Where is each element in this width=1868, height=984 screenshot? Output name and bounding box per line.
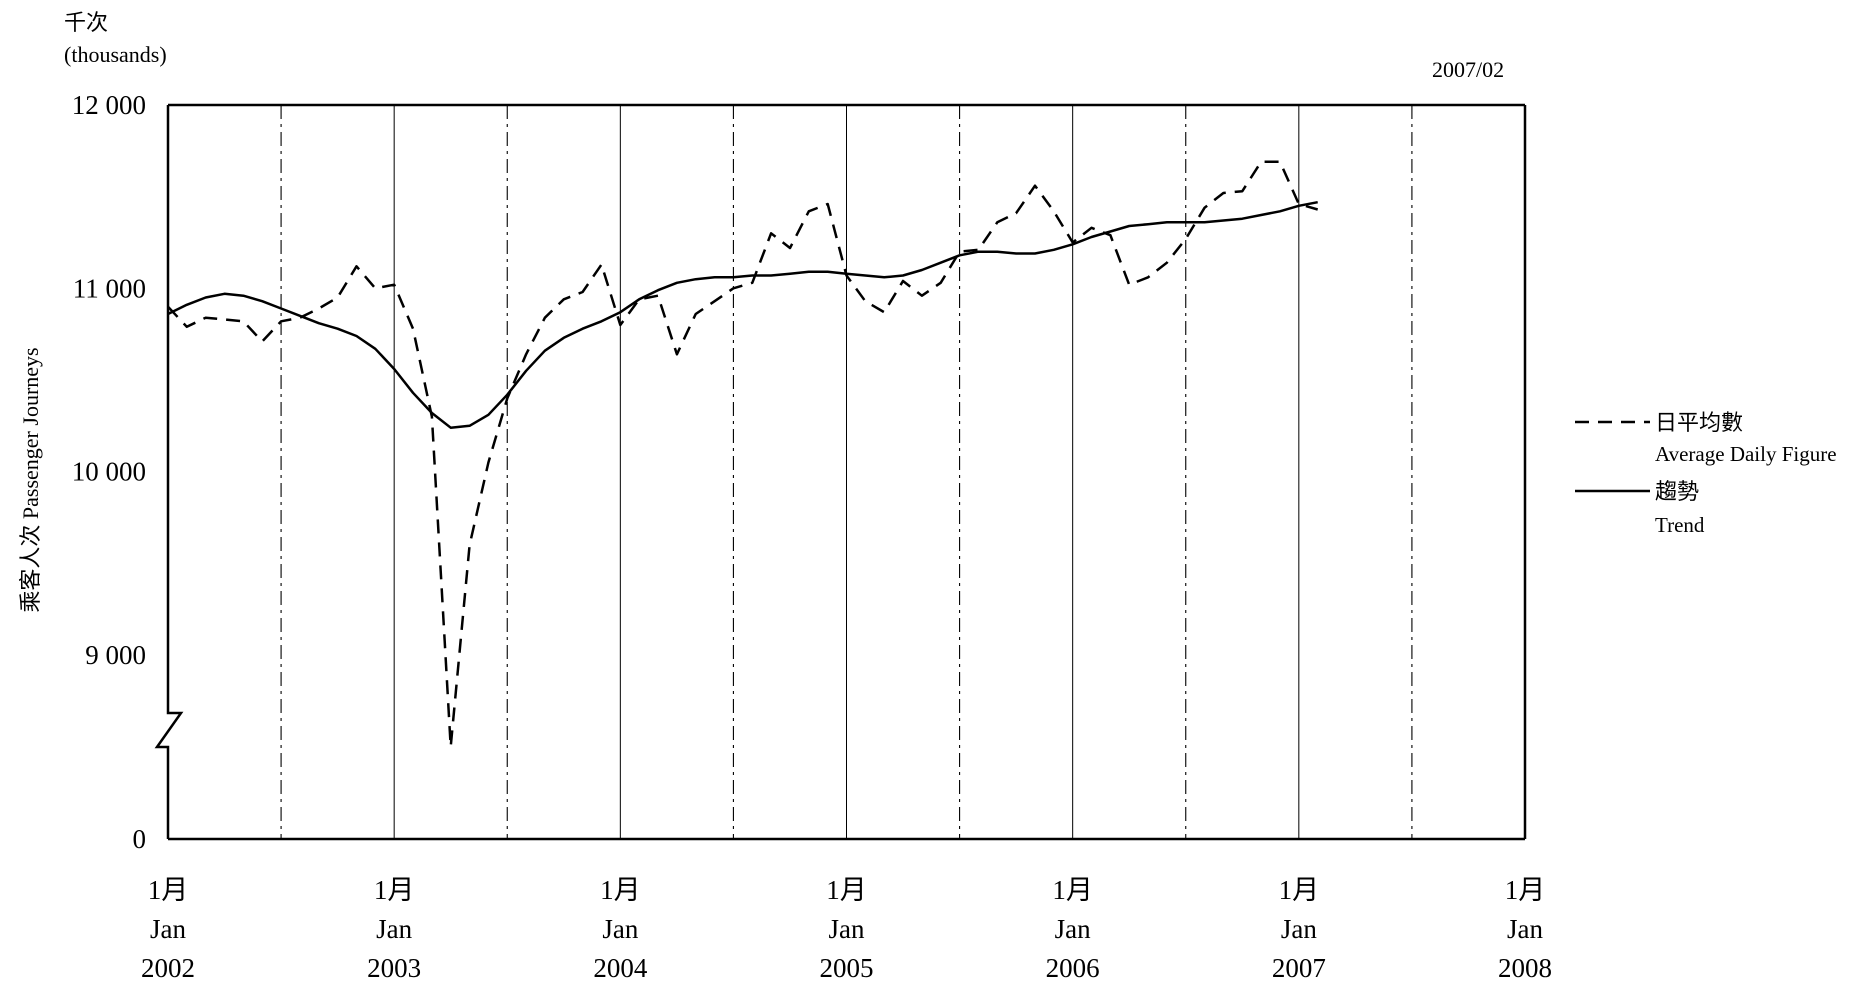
- x-ticks: 1月 Jan 2002 1月 Jan 2003 1月 Jan 2004 1月 Jan 2005 1月 Ja…: [141, 875, 1552, 983]
- x-tick-month-en: Jan: [376, 914, 412, 944]
- y-axis-title: 乘客人次 Passenger Journeys: [18, 347, 43, 612]
- y-tick-label: 9 000: [85, 640, 146, 670]
- legend-label-trend-en: Trend: [1655, 513, 1705, 537]
- y-tick-label: 11 000: [73, 273, 146, 303]
- x-tick-month-en: Jan: [602, 914, 638, 944]
- x-tick-year: 2003: [367, 953, 421, 983]
- x-tick-month-en: Jan: [1055, 914, 1091, 944]
- y-tick-label: 10 000: [72, 457, 146, 487]
- x-tick-year: 2006: [1046, 953, 1100, 983]
- series-line-average-daily: [167, 160, 1319, 748]
- series-layer: [167, 160, 1319, 748]
- x-tick-year: 2004: [593, 953, 648, 983]
- legend-label-average-zh: 日平均數: [1655, 410, 1743, 435]
- period-label: 2007/02: [1432, 57, 1504, 82]
- y-axis-with-break: [154, 105, 184, 839]
- unit-label-en: (thousands): [64, 42, 167, 67]
- plot-frame: [154, 103, 1527, 841]
- x-tick-month-zh: 1月: [600, 875, 641, 905]
- unit-label-zh: 千次: [64, 10, 108, 35]
- x-tick-year: 2005: [820, 953, 874, 983]
- legend: 日平均數 Average Daily Figure 趨勢 Trend: [1575, 410, 1837, 537]
- y-tick-label: 12 000: [72, 90, 146, 120]
- x-tick-month-zh: 1月: [1279, 875, 1320, 905]
- x-tick-year: 2007: [1272, 953, 1326, 983]
- x-tick-month-zh: 1月: [1505, 875, 1546, 905]
- x-tick-month-zh: 1月: [826, 875, 867, 905]
- x-tick-month-en: Jan: [150, 914, 186, 944]
- x-tick-month-zh: 1月: [374, 875, 415, 905]
- x-tick-month-zh: 1月: [1052, 875, 1093, 905]
- x-tick-year: 2008: [1498, 953, 1552, 983]
- x-tick-month-en: Jan: [829, 914, 865, 944]
- y-tick-label: 0: [133, 824, 147, 854]
- grid-layer: [280, 105, 1413, 839]
- x-tick-year: 2002: [141, 953, 195, 983]
- series-line-trend: [167, 200, 1318, 429]
- x-tick-month-en: Jan: [1281, 914, 1317, 944]
- legend-label-trend-zh: 趨勢: [1655, 479, 1699, 504]
- legend-label-average-en: Average Daily Figure: [1655, 442, 1837, 466]
- x-tick-month-en: Jan: [1507, 914, 1543, 944]
- x-tick-month-zh: 1月: [148, 875, 189, 905]
- y-ticks: 12 000 11 000 10 000 9 000 0: [72, 90, 146, 854]
